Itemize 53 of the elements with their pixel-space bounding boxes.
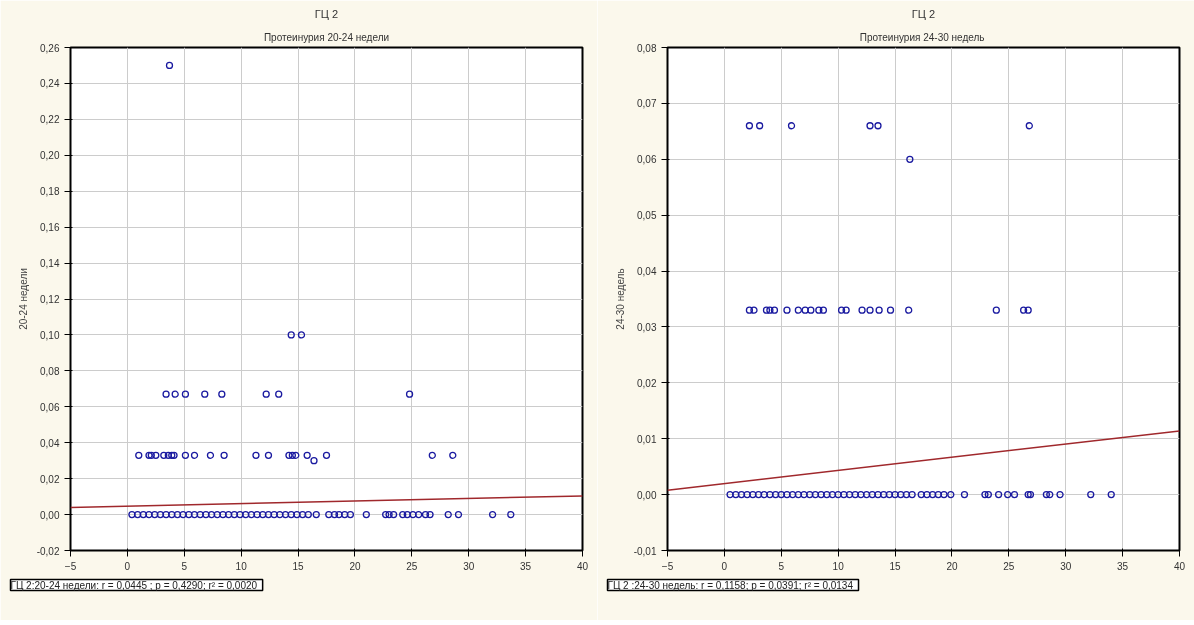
y-tick-label: 0,07 <box>637 98 657 110</box>
y-tick-label: 0,26 <box>40 42 60 54</box>
x-tick-label: 5 <box>181 560 188 572</box>
y-tick-label: 0,04 <box>40 437 60 449</box>
x-tick-label: 30 <box>463 560 475 572</box>
chart-title: ГЦ 2 <box>911 7 936 20</box>
y-tick-label: 0,14 <box>40 258 60 270</box>
x-tick-label: 30 <box>1060 560 1072 572</box>
x-tick-label: 10 <box>235 560 248 572</box>
y-tick-label: 0,02 <box>40 473 60 485</box>
y-tick-label: 0,10 <box>40 329 60 341</box>
y-tick-label: 0,18 <box>40 186 60 198</box>
y-tick-label: 0,08 <box>40 365 60 377</box>
y-tick-label: 0,06 <box>40 401 60 413</box>
y-tick-label: 0,00 <box>40 509 60 521</box>
y-tick-label: 0,12 <box>40 294 60 305</box>
y-tick-label: 0,02 <box>637 377 657 389</box>
y-tick-label: 0,24 <box>40 78 60 90</box>
y-tick-label: 0,08 <box>637 42 657 54</box>
y-axis-title: 24-30 недель <box>614 268 626 330</box>
x-tick-label: 40 <box>1173 560 1186 572</box>
x-tick-label: 35 <box>520 560 532 572</box>
x-tick-label: 20 <box>349 560 361 572</box>
x-tick-label: −5 <box>661 560 674 572</box>
y-tick-label: 0,20 <box>40 150 60 162</box>
y-tick-label: 0,16 <box>40 222 60 234</box>
y-tick-label: 0,22 <box>40 114 60 126</box>
x-tick-label: 15 <box>889 560 902 572</box>
y-tick-label: 0,04 <box>637 266 657 278</box>
x-tick-label: 5 <box>778 560 785 572</box>
x-tick-label: 25 <box>1003 560 1015 572</box>
text: ГЦ 2:20-24 недели: r = 0,0445 ; p = 0,4290; r² = 0,0020 <box>10 579 258 591</box>
y-tick-label: 0,06 <box>637 154 657 166</box>
y-tick-label: 0,03 <box>637 321 657 333</box>
x-tick-label: 0 <box>721 560 728 572</box>
y-tick-label: -0,02 <box>36 545 60 557</box>
x-tick-label: 25 <box>406 560 418 572</box>
x-tick-label: 0 <box>124 560 131 572</box>
y-tick-label: 0,00 <box>637 489 657 501</box>
y-axis-title: 20-24 недели <box>17 268 29 330</box>
x-tick-label: 40 <box>576 560 589 572</box>
x-tick-label: 15 <box>292 560 305 572</box>
text: ГЦ 2 :24-30 недель: r = 0,1158; p = 0,0391; r² = 0,0134 <box>607 579 854 591</box>
chart-subtitle: Протеинурия 20-24 недели <box>263 31 390 43</box>
y-tick-label: -0,01 <box>633 545 657 557</box>
x-tick-label: 10 <box>832 560 845 572</box>
y-tick-label: 0,01 <box>637 433 657 445</box>
y-tick-label: 0,05 <box>637 210 657 222</box>
x-tick-label: −5 <box>64 560 77 572</box>
x-tick-label: 35 <box>1117 560 1129 572</box>
x-tick-label: 20 <box>946 560 958 572</box>
chart-subtitle: Протеинурия 24-30 недель <box>859 31 985 43</box>
chart-title: ГЦ 2 <box>314 7 339 20</box>
